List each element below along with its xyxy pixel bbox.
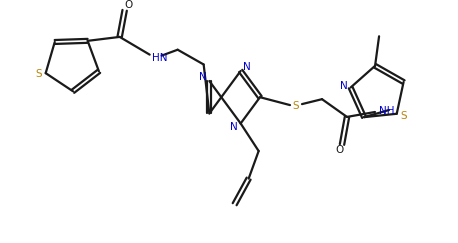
Text: N: N — [200, 72, 207, 82]
Text: O: O — [335, 145, 343, 156]
Text: HN: HN — [152, 52, 167, 63]
Text: O: O — [125, 0, 133, 10]
Text: S: S — [35, 69, 42, 79]
Text: S: S — [400, 111, 407, 121]
Text: S: S — [293, 101, 300, 111]
Text: N: N — [230, 122, 238, 132]
Text: N: N — [340, 81, 348, 91]
Text: N: N — [243, 62, 251, 72]
Text: NH: NH — [379, 106, 394, 116]
